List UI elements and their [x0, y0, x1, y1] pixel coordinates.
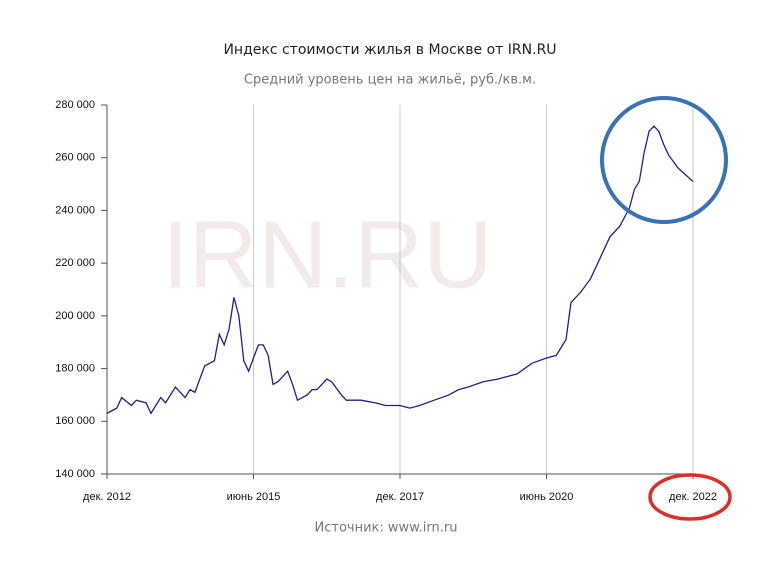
source: Источник: www.irn.ru — [315, 521, 458, 536]
highlight-circle — [600, 96, 728, 224]
chart-subtitle: Средний уровень цен на жильё, руб./кв.м. — [244, 73, 536, 88]
highlight-ellipse — [648, 473, 732, 521]
x-tick-label: дек. 2012 — [83, 491, 131, 503]
y-tick-label: 260 000 — [55, 152, 95, 164]
x-tick-label: дек. 2022 — [669, 491, 717, 503]
chart-title: Индекс стоимости жилья в Москве от IRN.R… — [223, 42, 556, 58]
y-tick-label: 160 000 — [55, 415, 95, 427]
y-tick-label: 280 000 — [55, 99, 95, 111]
y-tick-label: 180 000 — [55, 362, 95, 374]
x-tick-label: июнь 2015 — [227, 491, 281, 503]
x-tick-label: июнь 2020 — [520, 491, 574, 503]
y-tick-label: 240 000 — [55, 204, 95, 216]
line — [106, 125, 694, 415]
y-tick-label: 220 000 — [55, 257, 95, 269]
y-tick-label: 200 000 — [55, 310, 95, 322]
x-tick-label: дек. 2017 — [376, 491, 424, 503]
plot: дек. 2012 июнь 2015 дек. 2017 июнь 2020 дек.… — [55, 99, 717, 503]
y-tick-label: 140 000 — [55, 468, 95, 480]
watermark: IRN.RU — [162, 201, 493, 308]
